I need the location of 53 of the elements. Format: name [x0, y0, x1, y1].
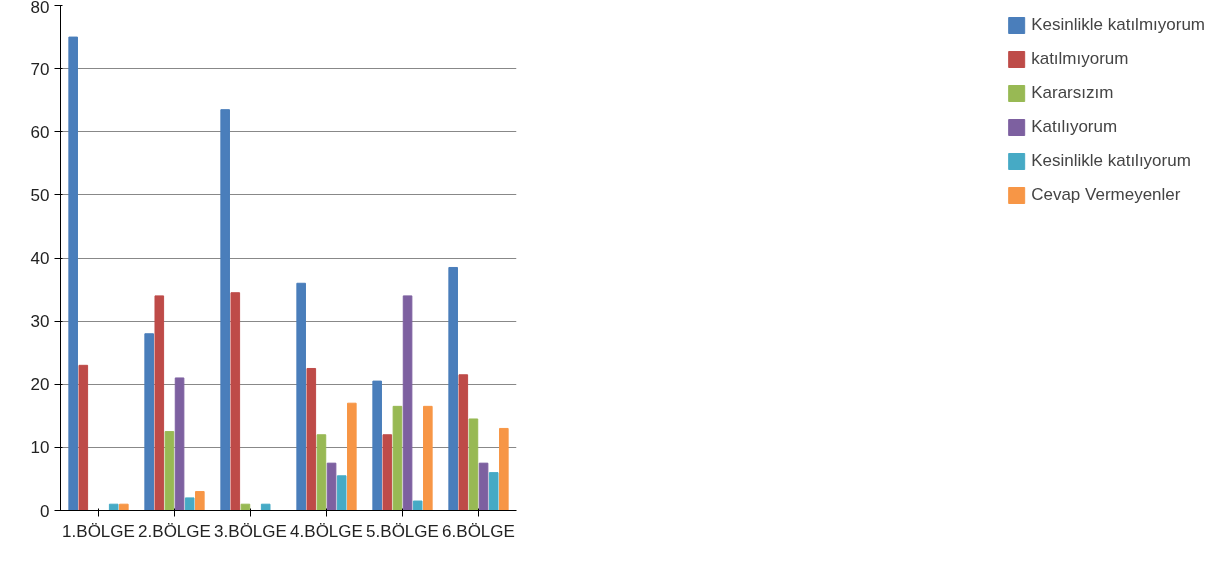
x-tick-label: 5.BÖLGE	[366, 521, 439, 541]
bar	[306, 367, 317, 511]
bar	[347, 402, 357, 511]
bar	[488, 472, 499, 511]
bar	[78, 364, 89, 511]
bar	[326, 462, 337, 511]
legend-label: Katılıyorum	[1031, 117, 1118, 137]
bar	[68, 36, 78, 511]
y-tick-label: 70	[30, 59, 50, 79]
legend-label: Kesinlikle katılıyorum	[1031, 151, 1191, 171]
bar	[220, 109, 230, 511]
bar	[119, 503, 129, 511]
legend-label: katılmıyorum	[1031, 49, 1129, 69]
legend-label: Kararsızım	[1031, 83, 1114, 103]
bar	[448, 266, 458, 511]
y-tick-label: 40	[30, 249, 50, 268]
y-tick-label: 30	[30, 312, 50, 332]
y-tick-label: 50	[30, 185, 50, 205]
bar	[412, 500, 423, 511]
bar	[336, 475, 347, 511]
bar	[184, 497, 195, 511]
x-tick-label: 2.BÖLGE	[138, 521, 211, 541]
bar	[423, 405, 433, 511]
bar	[372, 380, 382, 511]
bar	[164, 431, 175, 511]
x-tick-label: 6.BÖLGE	[442, 521, 515, 541]
x-tick-label: 4.BÖLGE	[290, 521, 363, 541]
legend-label: Kesinlikle katılmıyorum	[1031, 15, 1205, 35]
y-tick-label: 10	[30, 438, 50, 458]
bar	[108, 503, 119, 511]
bar	[230, 292, 241, 511]
bar	[296, 282, 306, 511]
bar	[499, 427, 509, 511]
bar	[260, 503, 271, 511]
y-tick-label: 80	[30, 0, 50, 17]
bar	[392, 405, 403, 511]
y-tick-label: 20	[30, 375, 50, 395]
bar	[468, 418, 479, 511]
bar	[240, 503, 251, 511]
bar	[382, 434, 393, 511]
bar	[154, 295, 165, 511]
legend-label: Cevap Vermeyenler	[1031, 185, 1181, 205]
bar	[458, 374, 469, 511]
x-tick-label: 1.BÖLGE	[62, 521, 135, 541]
y-tick-label: 60	[30, 122, 50, 142]
bar	[316, 434, 327, 511]
bar	[195, 491, 205, 511]
bar	[144, 333, 154, 511]
bar	[174, 377, 185, 511]
bar	[402, 295, 413, 511]
bar	[478, 462, 489, 511]
y-tick-label: 0	[40, 501, 50, 521]
x-tick-label: 3.BÖLGE	[214, 521, 287, 541]
